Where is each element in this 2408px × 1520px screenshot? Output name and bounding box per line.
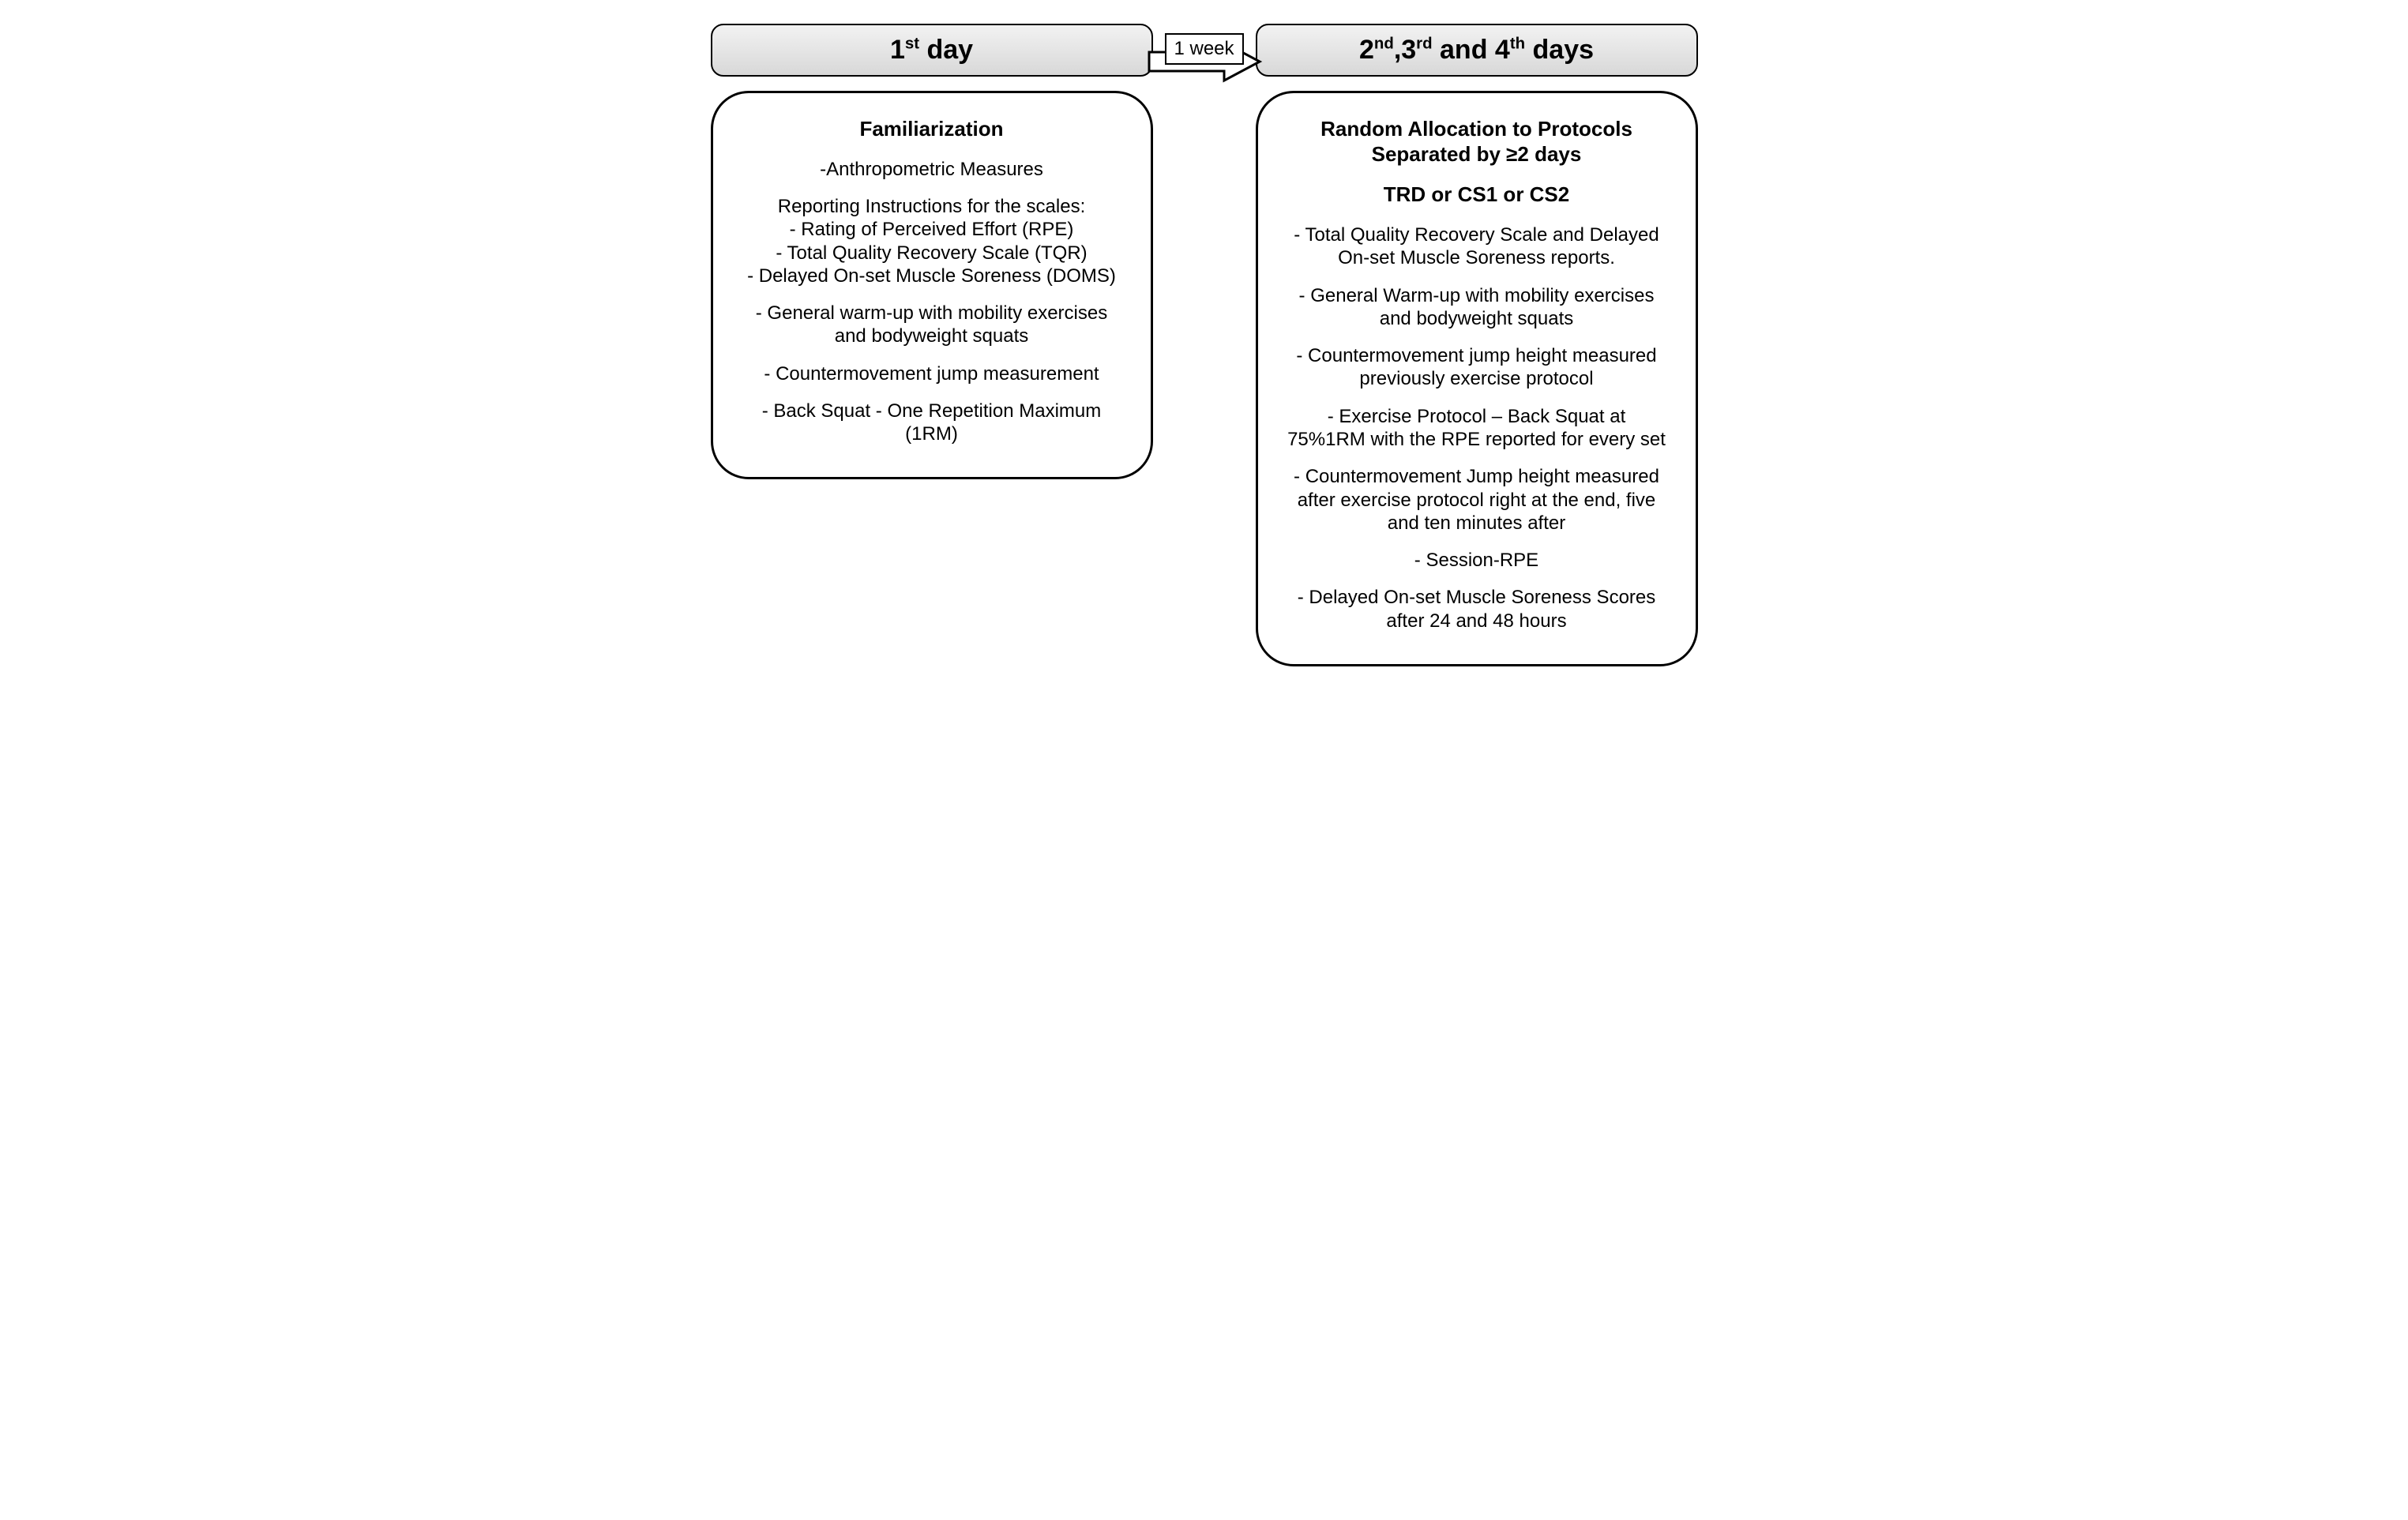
list-item: Reporting Instructions for the scales:- … (742, 195, 1122, 287)
list-item: - Countermovement Jump height measured a… (1287, 465, 1667, 535)
right-header: 2nd,3rd and 4th days (1256, 24, 1698, 77)
list-item: - Session-RPE (1287, 549, 1667, 572)
list-item: -Anthropometric Measures (742, 158, 1122, 181)
right-title: Random Allocation to Protocols Separated… (1287, 117, 1667, 167)
list-item: - Exercise Protocol – Back Squat at 75%1… (1287, 405, 1667, 452)
list-item: - Back Squat - One Repetition Maximum (1… (742, 400, 1122, 446)
left-header-text: 1st day (890, 35, 973, 65)
right-column: 2nd,3rd and 4th days Random Allocation t… (1256, 24, 1698, 666)
list-item: - General warm-up with mobility exercise… (742, 302, 1122, 348)
left-title: Familiarization (742, 117, 1122, 142)
right-subtitle: TRD or CS1 or CS2 (1287, 182, 1667, 208)
right-content: Random Allocation to Protocols Separated… (1256, 91, 1698, 666)
right-header-text: 2nd,3rd and 4th days (1359, 35, 1594, 65)
arrow-label: 1 week (1164, 33, 1243, 65)
left-column: 1st day Familiarization -Anthropometric … (711, 24, 1153, 479)
list-item: - Countermovement jump measurement (742, 362, 1122, 385)
left-header: 1st day (711, 24, 1153, 77)
list-item: - Countermovement jump height measured p… (1287, 344, 1667, 391)
left-content: Familiarization -Anthropometric Measures… (711, 91, 1153, 479)
list-item: - Total Quality Recovery Scale and Delay… (1287, 223, 1667, 270)
list-item: - Delayed On-set Muscle Soreness Scores … (1287, 586, 1667, 632)
list-item: - General Warm-up with mobility exercise… (1287, 284, 1667, 331)
left-paragraphs: -Anthropometric Measures Reporting Instru… (742, 158, 1122, 446)
right-paragraphs: - Total Quality Recovery Scale and Delay… (1287, 223, 1667, 632)
arrow: 1 week (1161, 38, 1248, 85)
